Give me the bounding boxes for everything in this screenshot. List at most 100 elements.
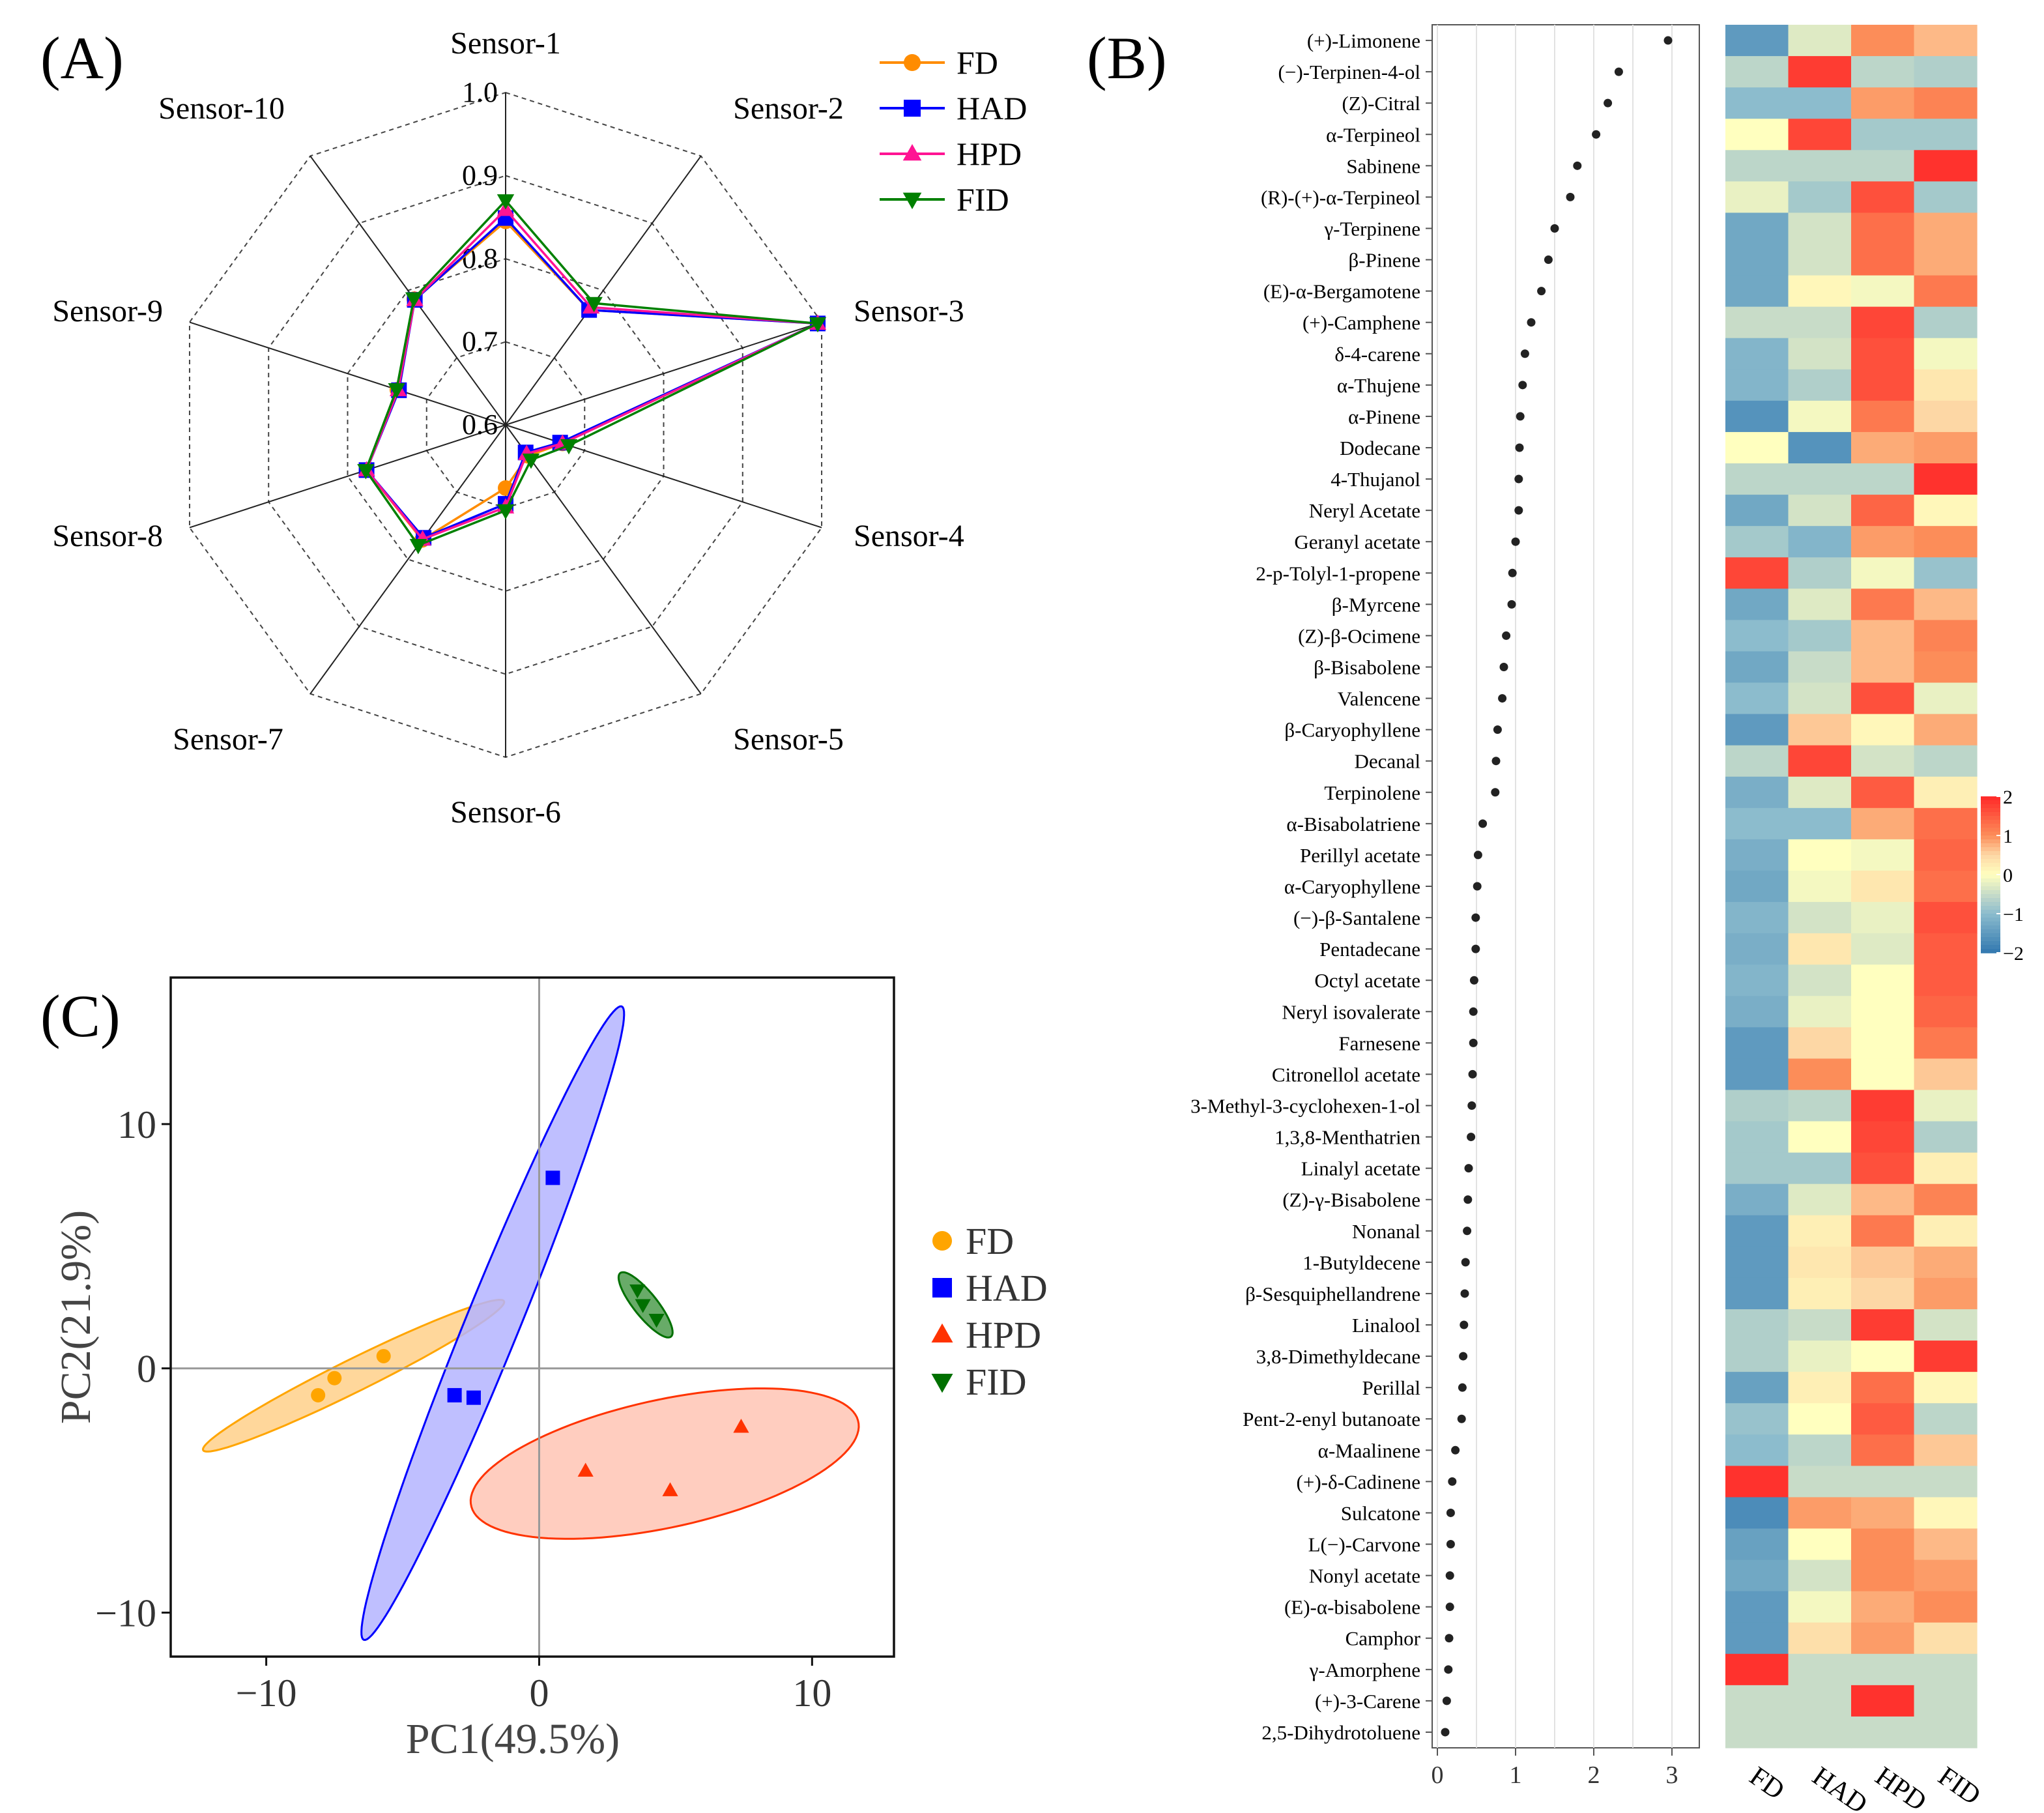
heatmap-cell xyxy=(1851,682,1915,715)
legend-marker xyxy=(904,54,921,71)
importance-dot-plot: 0 1 2 3 (+)-Limonene (−)-Terpinen-4-ol (Z)-Cit… xyxy=(1190,24,1700,1789)
heatmap-cell xyxy=(1725,306,1789,339)
pca-point xyxy=(466,1390,481,1405)
heatmap-column-label: FD xyxy=(1744,1762,1790,1806)
pca-scatter: −10 0 10 −10 0 10 PC1(49.5%) PC2(21.9%) xyxy=(52,976,895,1763)
heatmap-column-label: FID xyxy=(1933,1762,1986,1812)
radar-spoke xyxy=(505,155,702,426)
radar-axis-label: Sensor-7 xyxy=(173,722,283,757)
heatmap-cell xyxy=(1725,244,1789,276)
colorbar-segment xyxy=(1981,886,2000,891)
importance-dot xyxy=(1520,349,1529,358)
importance-dot xyxy=(1511,537,1520,546)
compound-label: β-Sesquiphellandrene xyxy=(1245,1283,1420,1305)
pca-point xyxy=(447,1387,462,1402)
heatmap-cell xyxy=(1851,557,1915,589)
compound-label: (E)-α-bisabolene xyxy=(1284,1596,1420,1619)
colorbar-segment xyxy=(1981,847,2000,852)
heatmap-cell xyxy=(1914,119,1978,151)
heatmap-cell xyxy=(1851,1528,1915,1561)
importance-dot xyxy=(1514,474,1523,484)
heatmap-cell xyxy=(1914,1058,1978,1091)
heatmap-cell xyxy=(1725,526,1789,558)
compound-label: β-Myrcene xyxy=(1332,593,1420,616)
heatmap-cell xyxy=(1725,463,1789,495)
heatmap-cell xyxy=(1725,651,1789,684)
importance-dot xyxy=(1463,1226,1472,1236)
heatmap-cell xyxy=(1788,1090,1852,1122)
heatmap-cell xyxy=(1851,1559,1915,1592)
dotplot-frame xyxy=(1432,24,1700,1748)
colorbar-segment xyxy=(1981,918,2000,922)
heatmap-cell xyxy=(1788,1152,1852,1185)
radar-series-line xyxy=(365,220,818,542)
radar-series-line xyxy=(364,199,822,547)
heatmap-cell xyxy=(1725,1121,1789,1153)
heatmap-cell xyxy=(1788,1277,1852,1310)
heatmap-cell xyxy=(1725,1434,1789,1466)
compound-label: α-Terpineol xyxy=(1326,123,1420,146)
heatmap-cell xyxy=(1851,1622,1915,1655)
importance-dot xyxy=(1515,443,1524,452)
radar-spoke xyxy=(505,321,822,426)
heatmap-cell xyxy=(1788,244,1852,276)
legend-marker xyxy=(904,100,921,117)
radar-tick-label: 1.0 xyxy=(462,76,498,108)
heatmap-cell xyxy=(1851,369,1915,401)
importance-dot xyxy=(1592,130,1601,139)
heatmap-cell xyxy=(1788,181,1852,214)
radar-axis-label: Sensor-1 xyxy=(450,26,561,61)
radar-point xyxy=(809,317,827,333)
heatmap-cell xyxy=(1725,1215,1789,1247)
heatmap-cell xyxy=(1725,1058,1789,1091)
heatmap-cell xyxy=(1851,1058,1915,1091)
heatmap-cell xyxy=(1914,1622,1978,1655)
importance-dot xyxy=(1518,381,1527,390)
compound-label: Nonyl acetate xyxy=(1309,1565,1420,1588)
pca-point xyxy=(577,1462,594,1477)
radar-tick-label: 0.6 xyxy=(462,409,498,441)
radar-tick-label: 0.9 xyxy=(462,160,498,192)
radar-point xyxy=(585,297,603,313)
heatmap-cell xyxy=(1914,150,1978,182)
heatmap-cell xyxy=(1725,807,1789,840)
colorbar-segment xyxy=(1981,800,2000,805)
heatmap-cell xyxy=(1914,1090,1978,1122)
importance-dot xyxy=(1473,850,1482,860)
heatmap-cell xyxy=(1851,1309,1915,1341)
compound-label: 4-Thujanol xyxy=(1331,468,1420,491)
heatmap-cell xyxy=(1788,933,1852,965)
heatmap-cell xyxy=(1725,25,1789,57)
heatmap-cell xyxy=(1788,400,1852,433)
heatmap-cell xyxy=(1914,1215,1978,1247)
heatmap-cell xyxy=(1851,338,1915,370)
heatmap-cell xyxy=(1914,839,1978,871)
colorbar-segment xyxy=(1981,863,2000,867)
dotplot-x-tick-label: 2 xyxy=(1588,1762,1600,1789)
heatmap-cell xyxy=(1788,25,1852,57)
heatmap-cell xyxy=(1725,1497,1789,1530)
importance-dot xyxy=(1458,1383,1467,1392)
compound-label: Sabinene xyxy=(1346,154,1420,177)
importance-dot xyxy=(1451,1445,1460,1455)
importance-dot xyxy=(1473,882,1482,891)
heatmap-cell xyxy=(1914,431,1978,464)
heatmap-cell xyxy=(1725,56,1789,88)
radar-point xyxy=(497,504,515,520)
importance-dot xyxy=(1446,1508,1455,1517)
heatmap-cell xyxy=(1725,776,1789,809)
heatmap-cell xyxy=(1851,400,1915,433)
heatmap-cell xyxy=(1788,369,1852,401)
colorbar-tick-label: 0 xyxy=(2003,865,2013,886)
radar-axis-label: Sensor-4 xyxy=(854,519,964,553)
heatmap-cell xyxy=(1914,870,1978,903)
heatmap-cell xyxy=(1914,1497,1978,1530)
importance-dot xyxy=(1573,161,1582,170)
heatmap-cell xyxy=(1914,1466,1978,1498)
compound-label: Nonanal xyxy=(1352,1220,1420,1243)
compound-label: 2,5-Dihydrotoluene xyxy=(1261,1721,1420,1744)
heatmap-cell xyxy=(1725,839,1789,871)
compound-label: Sulcatone xyxy=(1341,1501,1420,1524)
compound-label: Perillyl acetate xyxy=(1300,844,1420,867)
importance-dot xyxy=(1446,1540,1455,1549)
